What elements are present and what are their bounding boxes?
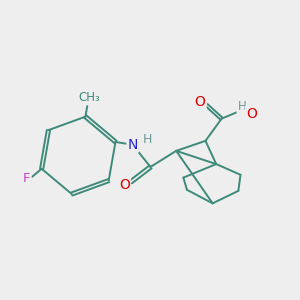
Text: O: O [119, 178, 130, 192]
Text: CH₃: CH₃ [78, 91, 100, 104]
Text: H: H [143, 133, 152, 146]
Text: O: O [195, 95, 206, 109]
Text: F: F [23, 172, 31, 185]
Text: O: O [246, 107, 257, 121]
Text: N: N [128, 138, 138, 152]
Text: H: H [238, 100, 246, 113]
